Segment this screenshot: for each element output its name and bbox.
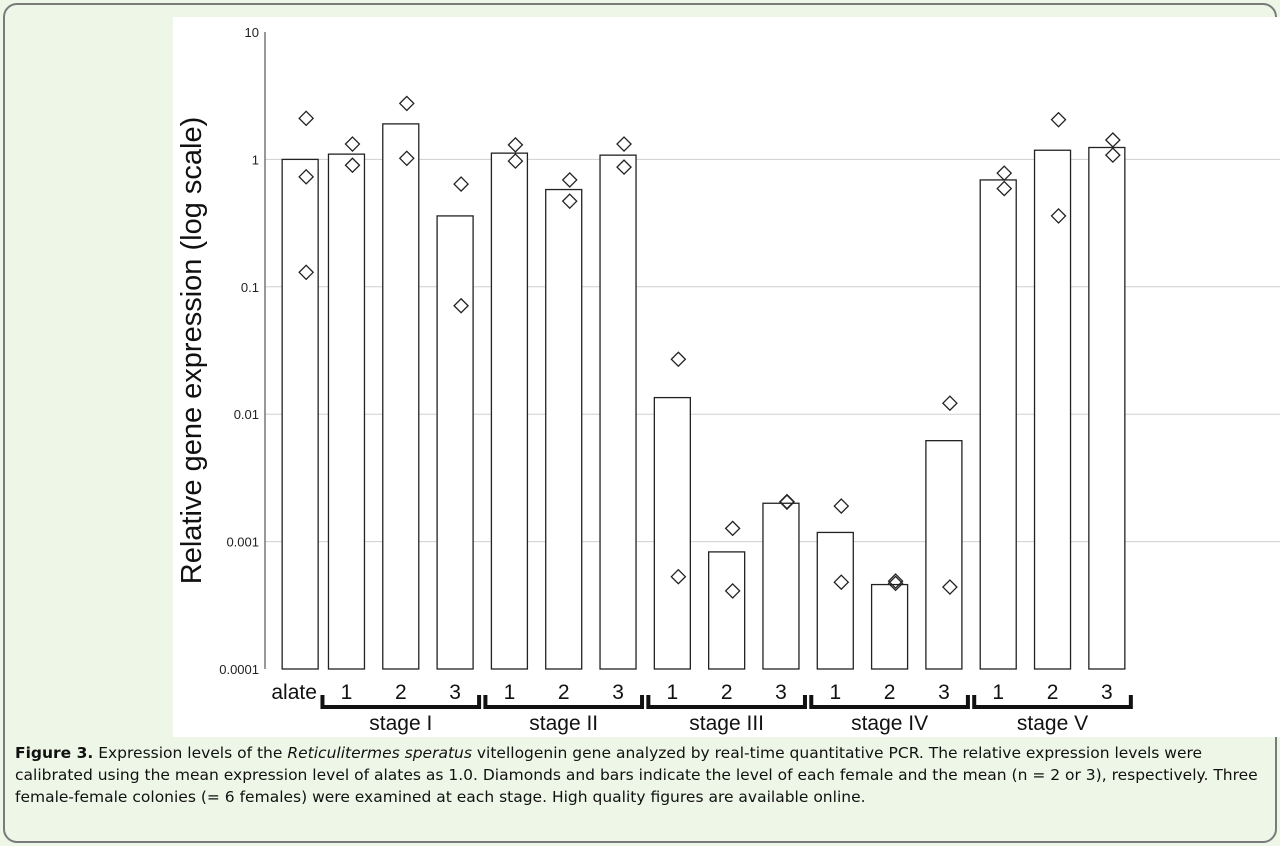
bar: [382, 123, 420, 670]
bar-chart: 10 1 0.1 0.01 0.001 0.0001 Relative gene expre…: [176, 25, 1280, 735]
data-point-diamond: [887, 573, 904, 589]
x-tick-label: 1: [992, 681, 1004, 704]
x-tick-label: 2: [884, 681, 896, 704]
group-bracket: [809, 695, 970, 709]
group-bracket: [972, 695, 1133, 709]
data-point-diamond: [298, 264, 315, 281]
x-tick-label: 3: [775, 681, 787, 704]
data-point-diamond: [453, 297, 470, 314]
bar: [1033, 149, 1072, 670]
group-label: stage III: [689, 712, 764, 735]
y-tick-label: 1: [252, 152, 259, 167]
x-tick-label: alate: [271, 681, 317, 704]
bar: [816, 531, 854, 670]
data-point-diamond: [670, 351, 687, 368]
bar: [979, 179, 1017, 670]
data-point-diamond: [941, 395, 958, 412]
data-point-diamond: [344, 136, 361, 152]
bar: [870, 583, 909, 670]
data-point-diamond: [1050, 111, 1067, 128]
data-point-diamond: [507, 153, 524, 170]
bar: [327, 153, 366, 670]
data-point-diamond: [344, 157, 361, 174]
caption-text-pre: Expression levels of the: [93, 744, 288, 762]
data-point-diamond: [779, 494, 795, 511]
group-bracket: [646, 695, 807, 709]
data-point-diamond: [561, 193, 578, 210]
caption-text-post: vitellogenin gene analyzed by real-time …: [15, 744, 1258, 806]
y-tick-label: 0.001: [226, 535, 259, 550]
caption-label: Figure 3.: [15, 744, 94, 762]
data-point-diamond: [670, 568, 687, 585]
x-tick-label: 1: [829, 681, 841, 704]
figure-caption: Figure 3. Expression levels of the Retic…: [15, 742, 1275, 808]
y-tick-label: 10: [245, 25, 259, 40]
y-tick-label: 0.1: [241, 280, 259, 295]
data-point-diamond: [398, 95, 415, 112]
data-point-diamond: [1104, 132, 1121, 148]
bar: [545, 188, 583, 670]
data-point-diamond: [507, 136, 524, 153]
data-point-diamond: [1050, 208, 1067, 224]
data-point-diamond: [298, 110, 315, 127]
data-point-diamond: [453, 176, 470, 193]
x-tick-label: 2: [395, 681, 407, 704]
data-point-diamond: [298, 168, 315, 185]
bar: [490, 152, 529, 670]
data-point-diamond: [887, 575, 904, 592]
y-tick-label: 0.01: [234, 407, 259, 422]
group-label: stage II: [529, 712, 598, 735]
bar: [1088, 146, 1126, 670]
x-tick-label: 2: [1047, 681, 1059, 704]
y-tick-label: 0.0001: [219, 662, 259, 677]
bar: [436, 215, 474, 670]
data-point-diamond: [996, 165, 1013, 182]
x-tick-label: 3: [449, 681, 461, 704]
figure-frame: 10 1 0.1 0.01 0.001 0.0001 Relative gene expre…: [3, 3, 1280, 843]
data-point-diamond: [1104, 147, 1121, 164]
x-tick-label: 3: [612, 681, 624, 704]
group-bracket: [320, 695, 482, 709]
bar: [925, 439, 963, 670]
x-tick-label: 2: [558, 681, 570, 704]
x-tick-label: 1: [504, 681, 516, 704]
data-point-diamond: [724, 520, 741, 537]
bar: [281, 158, 319, 670]
group-label: stage V: [1017, 712, 1088, 735]
bar: [653, 396, 691, 670]
group-label: stage IV: [851, 712, 928, 735]
x-tick-label: 1: [341, 681, 353, 704]
x-tick-label: 2: [721, 681, 733, 704]
group-bracket: [483, 695, 645, 709]
data-point-diamond: [833, 574, 850, 591]
data-point-diamond: [996, 180, 1013, 197]
bar: [599, 154, 637, 670]
data-point-diamond: [398, 150, 415, 167]
group-label: stage I: [369, 712, 432, 735]
x-tick-label: 3: [938, 681, 950, 704]
data-point-diamond: [724, 583, 741, 599]
data-point-diamond: [833, 498, 850, 515]
chart-area: 10 1 0.1 0.01 0.001 0.0001 Relative gene expre…: [173, 17, 1280, 737]
x-tick-label: 1: [667, 681, 679, 704]
bar: [762, 502, 800, 670]
data-point-diamond: [941, 579, 958, 595]
bar: [708, 551, 746, 670]
y-axis-title: Relative gene expression (log scale): [176, 117, 208, 584]
x-tick-label: 3: [1101, 681, 1113, 704]
data-point-diamond: [616, 159, 632, 176]
caption-species: Reticulitermes speratus: [287, 744, 472, 762]
data-point-diamond: [561, 172, 578, 188]
data-point-diamond: [616, 136, 632, 152]
